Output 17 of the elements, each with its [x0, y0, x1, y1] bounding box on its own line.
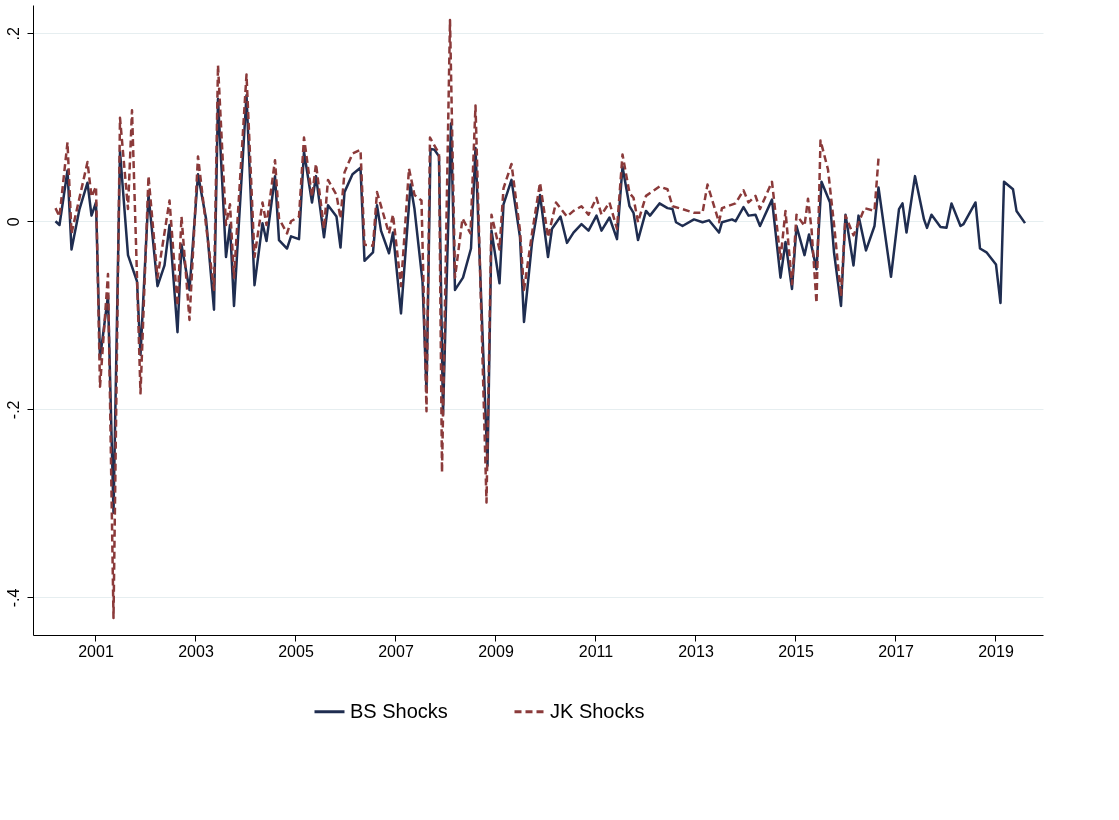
y-tick-label: .2 [4, 26, 22, 41]
x-tick-label: 2011 [578, 642, 614, 660]
y-tick-label: -.4 [4, 588, 22, 608]
x-tick-label: 2007 [378, 642, 414, 660]
x-tick-label: 2003 [178, 642, 214, 660]
y-tick-label: -.2 [4, 400, 22, 420]
x-tick-label: 2009 [478, 642, 514, 660]
x-tick-label: 2017 [878, 642, 914, 660]
y-tick-label: 0 [4, 217, 22, 227]
x-tick-label: 2019 [978, 642, 1014, 660]
legend-label: JK Shocks [550, 699, 645, 722]
legend-label: BS Shocks [350, 699, 448, 722]
x-tick-label: 2015 [778, 642, 814, 660]
x-tick-label: 2013 [678, 642, 714, 660]
x-tick-label: 2001 [78, 642, 114, 660]
x-tick-label: 2005 [278, 642, 314, 660]
line-series [54, 18, 880, 620]
